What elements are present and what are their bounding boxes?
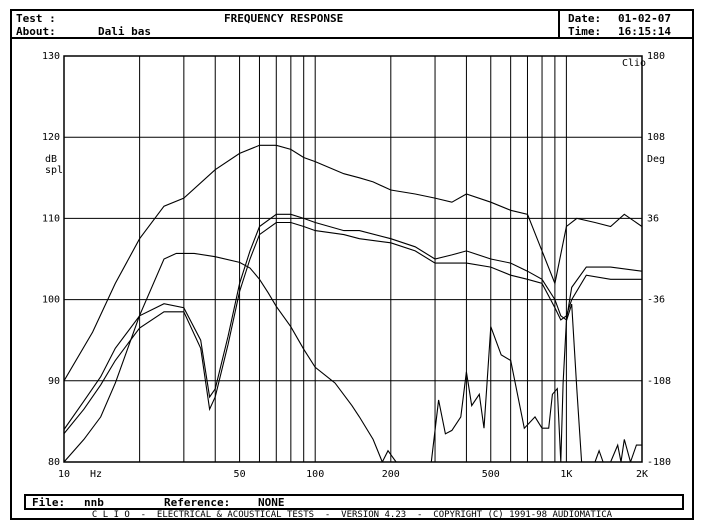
about-value: Dali bas <box>98 25 151 38</box>
y-tick-label: 120 <box>42 132 60 143</box>
chart-title: FREQUENCY RESPONSE <box>224 12 344 25</box>
y2-tick-label: -108 <box>647 376 671 387</box>
y2-tick-label: 108 <box>647 132 665 143</box>
file-label: File: <box>32 496 66 509</box>
y-tick-label: 100 <box>42 295 60 306</box>
file-value: nnb <box>84 496 104 509</box>
x-tick-label: 100 <box>306 469 324 480</box>
reference-value: NONE <box>258 496 285 509</box>
left-axis-unit: dB spl <box>45 154 63 176</box>
x-tick-label: 500 <box>482 469 500 480</box>
x-axis-unit: Hz <box>90 469 102 480</box>
x-tick-label: 200 <box>382 469 400 480</box>
y-tick-label: 110 <box>42 213 60 224</box>
magnitude-curve-1 <box>64 144 642 382</box>
y-tick-label: 130 <box>42 51 60 62</box>
right-axis-unit: Deg <box>647 154 665 165</box>
y2-tick-label: -36 <box>647 295 665 306</box>
credits-line: C L I O - ELECTRICAL & ACOUSTICAL TESTS … <box>91 510 613 520</box>
x-tick-label: 2K <box>636 469 648 480</box>
header-divider <box>558 11 560 39</box>
date-value: 01-02-07 <box>618 12 671 25</box>
y-tick-label: 80 <box>48 457 60 468</box>
y-tick-label: 90 <box>48 376 60 387</box>
about-label: About: <box>16 25 56 38</box>
reference-label: Reference: <box>164 496 231 509</box>
x-tick-label: 50 <box>234 469 246 480</box>
plot-border <box>63 55 643 463</box>
y2-tick-label: -180 <box>647 457 671 468</box>
time-value: 16:15:14 <box>618 25 671 38</box>
y2-tick-label: 36 <box>647 213 659 224</box>
tick-labels: 10 50 100 200 500 1K 2K 80 90 100 110 120 130 -180 -10… <box>42 51 671 480</box>
x-tick-label: 10 <box>58 469 70 480</box>
measurement-sheet: Test : About: Dali bas FREQUENCY RESPONS… <box>10 9 694 520</box>
file-box: File: nnb Reference: NONE <box>24 494 684 510</box>
header: Test : About: Dali bas FREQUENCY RESPONS… <box>12 11 692 39</box>
test-label: Test : <box>16 12 56 25</box>
x-tick-label: 1K <box>560 469 572 480</box>
corner-label: Clio <box>622 58 646 69</box>
magnitude-curve-2 <box>64 213 642 430</box>
time-label: Time: <box>568 25 602 38</box>
y2-tick-label: 180 <box>647 51 665 62</box>
curves <box>64 144 642 462</box>
magnitude-curve-3 <box>64 221 642 434</box>
date-label: Date: <box>568 12 602 25</box>
grid <box>64 56 642 462</box>
phase-curve <box>64 252 642 462</box>
